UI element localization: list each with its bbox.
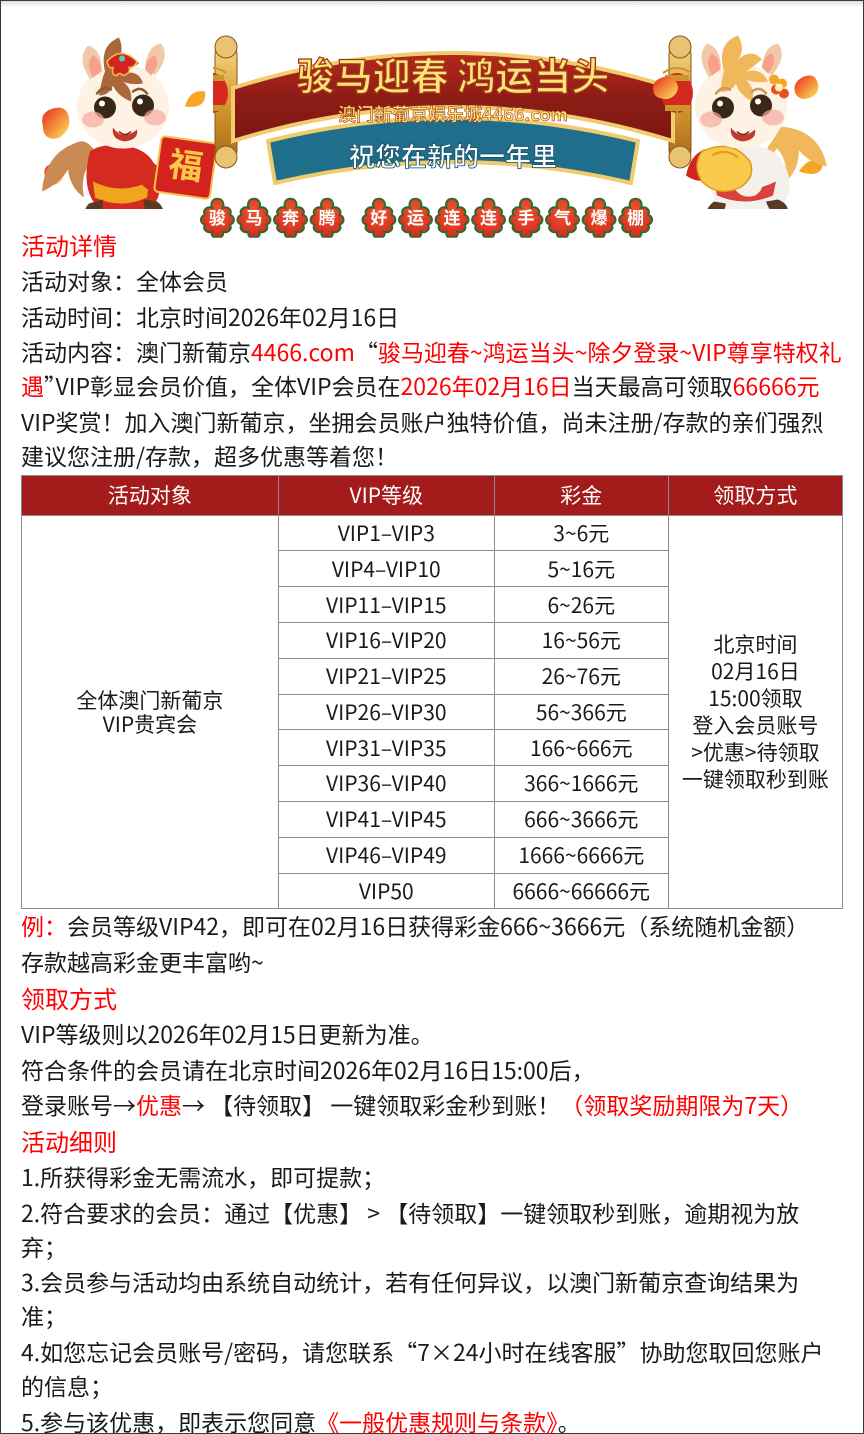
- svg-text:气: 气: [554, 204, 571, 229]
- svg-text:奔: 奔: [282, 204, 299, 229]
- svg-text:连: 连: [480, 204, 497, 229]
- svg-text:澳门新葡京娱乐城4466.com: 澳门新葡京娱乐城4466.com: [338, 101, 568, 127]
- svg-text:连: 连: [444, 204, 461, 229]
- svg-text:好: 好: [370, 204, 387, 229]
- svg-text:手: 手: [518, 204, 535, 229]
- svg-text:腾: 腾: [319, 204, 336, 229]
- svg-text:运: 运: [407, 204, 424, 229]
- svg-text:祝您在新的一年里: 祝您在新的一年里: [349, 137, 557, 174]
- svg-text:骏: 骏: [209, 204, 226, 229]
- svg-text:骏马迎春 鸿运当头: 骏马迎春 鸿运当头: [297, 46, 610, 101]
- svg-text:马: 马: [246, 204, 263, 229]
- svg-text:福: 福: [166, 136, 206, 189]
- svg-text:棚: 棚: [627, 204, 644, 229]
- svg-text:爆: 爆: [591, 204, 608, 229]
